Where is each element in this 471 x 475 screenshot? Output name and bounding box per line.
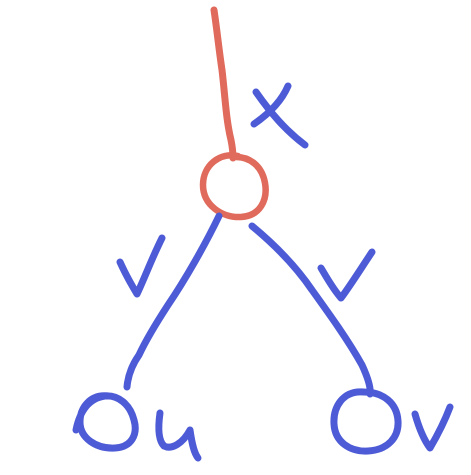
top-edge-line [210,6,237,162]
left-leaf-node [72,392,139,452]
right-leaf-node [330,388,402,455]
right-edge-line [248,222,374,398]
left-edge-label: v [116,234,166,298]
top-edge-label: x [250,82,309,149]
left-edge-line [123,212,223,391]
right-edge-label: v [317,248,376,302]
root-node [199,152,269,221]
right-leaf-label: v [411,403,454,452]
left-leaf-label: u [155,409,202,462]
